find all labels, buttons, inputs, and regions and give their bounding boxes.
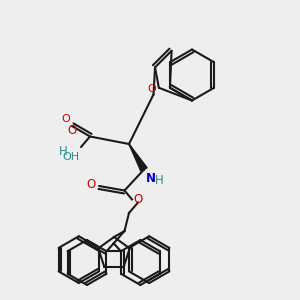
Text: O: O xyxy=(134,193,143,206)
Text: H: H xyxy=(154,174,163,187)
Text: O: O xyxy=(87,178,96,191)
Text: O: O xyxy=(147,84,156,94)
Polygon shape xyxy=(129,144,147,171)
Text: H: H xyxy=(58,145,68,158)
Text: O: O xyxy=(68,124,76,137)
Text: N: N xyxy=(146,172,155,185)
Text: OH: OH xyxy=(62,152,80,161)
Text: O: O xyxy=(62,115,70,124)
